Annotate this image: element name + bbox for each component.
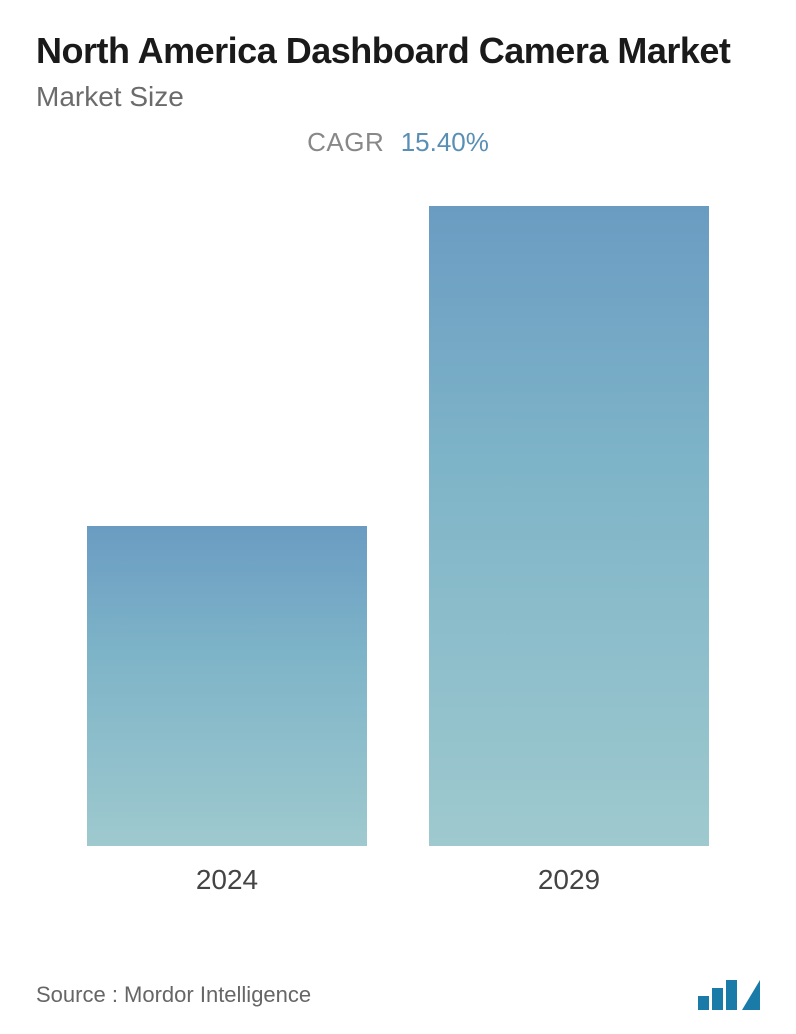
chart-subtitle: Market Size	[36, 81, 760, 113]
x-axis-labels: 2024 2029	[36, 846, 760, 896]
logo-bars-icon	[698, 980, 737, 1010]
x-label-2024: 2024	[56, 864, 398, 896]
bar-2024	[87, 526, 367, 846]
bar-2029	[429, 206, 709, 846]
cagr-row: CAGR 15.40%	[36, 127, 760, 158]
mordor-logo	[698, 980, 760, 1010]
cagr-value: 15.40%	[401, 127, 489, 157]
footer: Source : Mordor Intelligence	[36, 980, 760, 1010]
logo-triangle-icon	[742, 980, 760, 1010]
chart-area	[36, 186, 760, 846]
cagr-label: CAGR	[307, 127, 384, 157]
source-text: Source : Mordor Intelligence	[36, 982, 311, 1008]
bar-group-2024	[66, 526, 398, 846]
bar-group-2029	[398, 206, 730, 846]
x-label-2029: 2029	[398, 864, 740, 896]
chart-title: North America Dashboard Camera Market	[36, 28, 760, 73]
